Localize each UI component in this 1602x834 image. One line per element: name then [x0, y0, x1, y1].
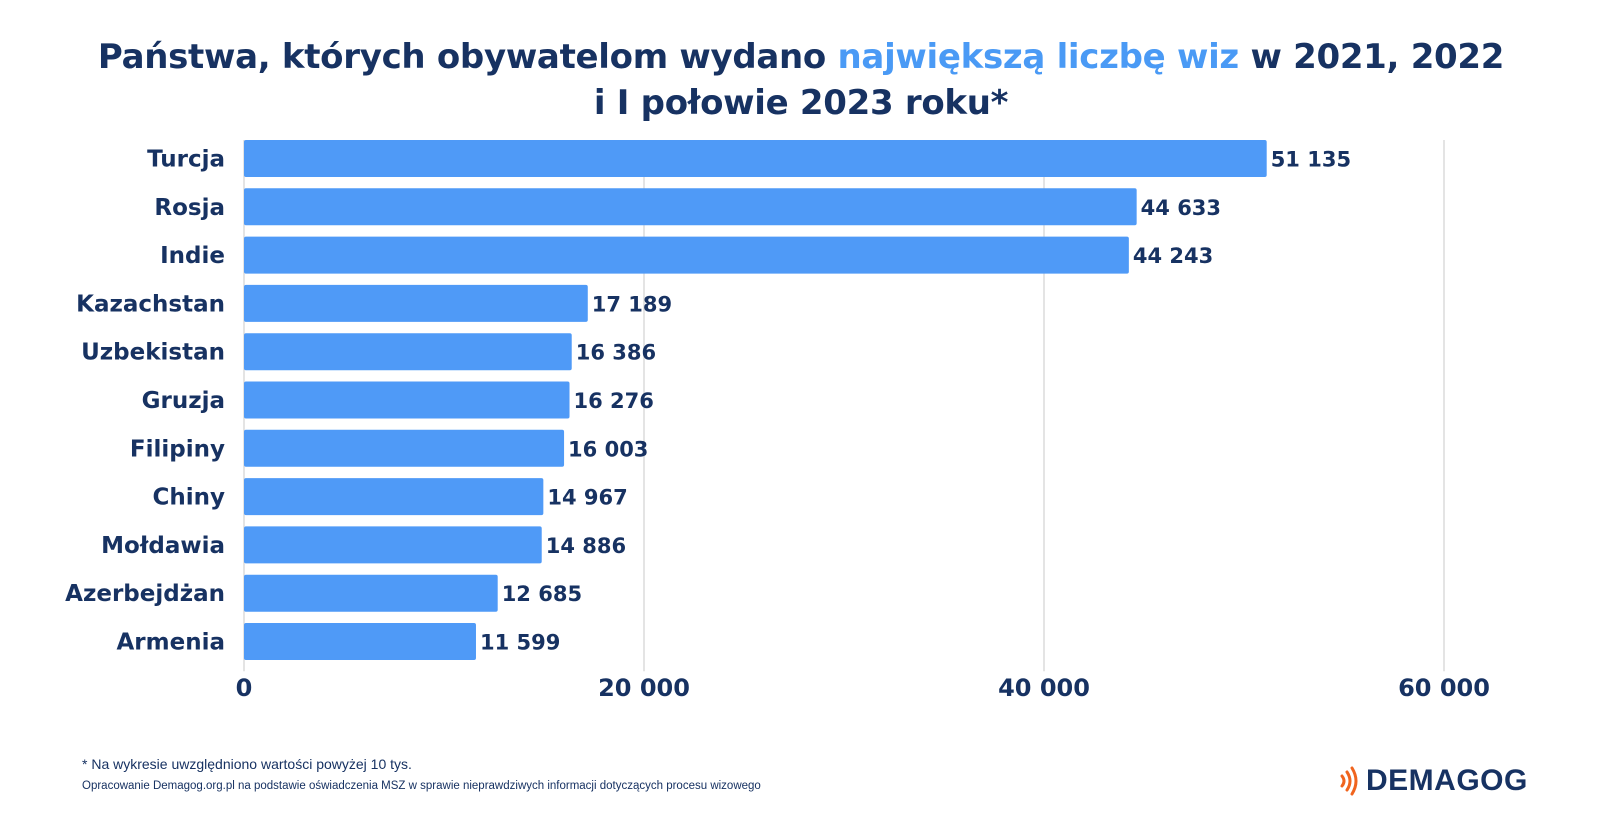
x-tick-label: 60 000: [1398, 674, 1490, 702]
category-label: Mołdawia: [101, 533, 225, 559]
demagog-logo: DEMAGOG: [1338, 764, 1528, 798]
title-part2: w 2021, 2022: [1238, 37, 1505, 77]
bar: [244, 284, 588, 322]
chart-title-line1: Państwa, których obywatelom wydano najwi…: [0, 34, 1602, 80]
data-label: 16 003: [568, 437, 648, 461]
logo-text: DEMAGOG: [1366, 764, 1528, 797]
bar: [244, 236, 1129, 274]
bar: [244, 526, 542, 564]
data-label: 12 685: [502, 582, 582, 606]
category-label: Armenia: [117, 630, 226, 656]
chart-title: Państwa, których obywatelom wydano najwi…: [0, 34, 1602, 126]
title-highlight: największą liczbę wiz: [837, 37, 1240, 77]
data-label: 44 633: [1141, 196, 1221, 220]
source-note: Opracowanie Demagog.org.pl na podstawie …: [82, 780, 761, 792]
data-label: 17 189: [592, 292, 672, 316]
category-label: Filipiny: [130, 436, 225, 462]
bar: [244, 140, 1267, 177]
bar: [244, 333, 572, 371]
category-label: Indie: [160, 243, 225, 269]
chart-title-line2: i I połowie 2023 roku*: [593, 83, 1009, 123]
x-axis-ticks: 0 20 000 40 000 60 000: [236, 674, 1490, 702]
bar: [244, 381, 570, 419]
title-part1: Państwa, których obywatelom wydano: [97, 37, 838, 77]
bar: [244, 188, 1137, 226]
category-labels: Turcja Rosja Indie Kazachstan Uzbekistan Gruz…: [65, 147, 225, 656]
value-labels: 51 135 44 633 44 243 17 189 16 386 16 276 16 0…: [480, 148, 1351, 655]
footnote: * Na wykresie uwzględniono wartości powy…: [82, 756, 412, 772]
data-label: 16 276: [574, 389, 654, 413]
data-label: 11 599: [480, 631, 560, 655]
category-label: Uzbekistan: [81, 340, 225, 366]
category-label: Rosja: [154, 195, 225, 221]
category-label: Gruzja: [142, 388, 225, 414]
category-label: Chiny: [152, 485, 225, 511]
data-label: 16 386: [576, 341, 656, 365]
category-label: Turcja: [147, 147, 225, 173]
chart-bars: [244, 140, 1267, 660]
data-label: 14 886: [546, 534, 626, 558]
x-tick-label: 20 000: [598, 674, 690, 702]
data-label: 14 967: [547, 486, 627, 510]
data-label: 44 243: [1133, 244, 1213, 268]
data-label: 51 135: [1271, 148, 1351, 172]
bar: [244, 574, 498, 612]
bar: [244, 429, 565, 467]
x-tick-label: 40 000: [998, 674, 1090, 702]
category-label: Kazachstan: [76, 291, 225, 317]
sound-waves-icon: [1340, 766, 1358, 796]
bar: [244, 478, 544, 516]
category-label: Azerbejdżan: [65, 581, 225, 607]
x-tick-label: 0: [236, 674, 253, 702]
bar: [244, 623, 476, 660]
